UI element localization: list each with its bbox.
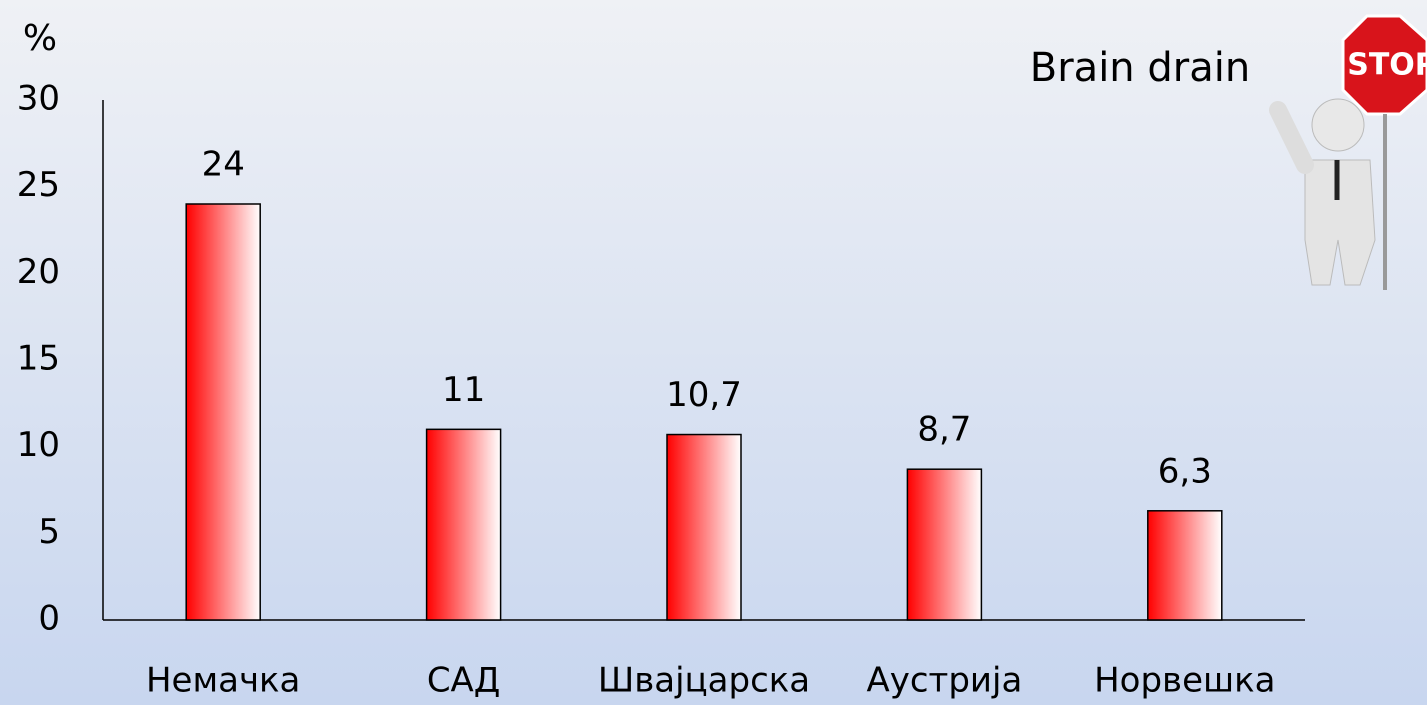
chart-title: Brain drain	[1030, 45, 1250, 91]
bar	[907, 469, 981, 620]
bar	[1148, 511, 1222, 620]
bar	[667, 435, 741, 620]
x-tick-label: САД	[427, 661, 501, 701]
stop-text: STOP	[1347, 48, 1427, 83]
x-tick-label: Норвешка	[1094, 661, 1275, 701]
bar	[427, 429, 501, 620]
x-tick-label: Швајцарска	[598, 661, 810, 701]
y-tick-label: 30	[17, 79, 60, 119]
bar	[186, 204, 260, 620]
value-label: 11	[442, 370, 485, 410]
value-label: 8,7	[917, 410, 971, 450]
chart: % Brain drain STOP 0 5 10 15 20 25 30 Немачка 24…	[0, 0, 1427, 705]
y-tick-label: 20	[17, 252, 60, 292]
x-tick-label: Немачка	[146, 661, 300, 701]
value-label: 24	[202, 145, 245, 185]
y-tick-label: 10	[17, 425, 60, 465]
page: % Brain drain STOP 0 5 10 15 20 25 30 Немачка 24…	[0, 0, 1427, 705]
y-tick-label: 5	[38, 512, 60, 552]
y-tick-label: 25	[17, 165, 60, 205]
value-label: 6,3	[1158, 451, 1212, 491]
y-tick-label: 15	[17, 339, 60, 379]
value-label: 10,7	[666, 375, 742, 415]
y-axis-label: %	[23, 18, 57, 59]
x-tick-label: Аустрија	[866, 661, 1022, 701]
y-tick-label: 0	[38, 599, 60, 639]
